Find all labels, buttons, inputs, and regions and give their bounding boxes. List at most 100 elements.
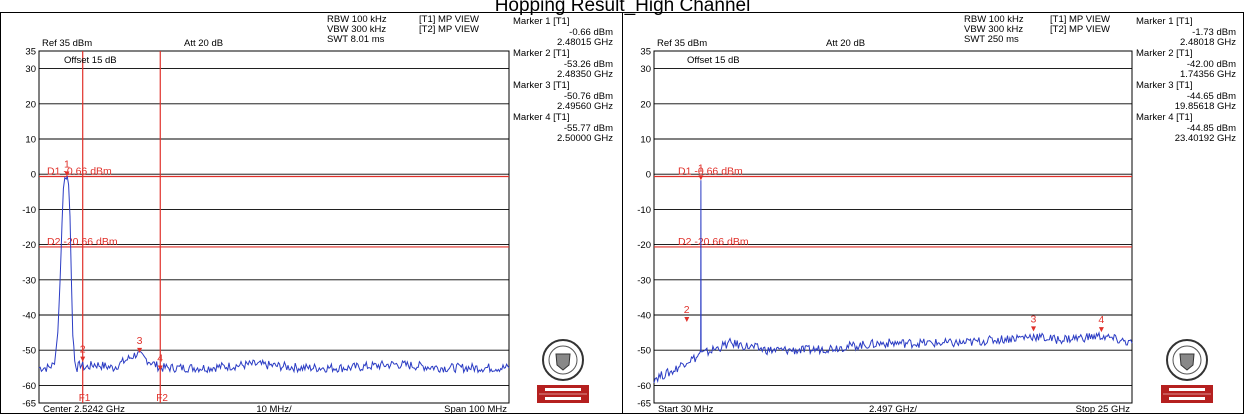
- marker-1-number: 1: [64, 159, 70, 171]
- trace2-view: [T2] MP VIEW: [1050, 24, 1110, 35]
- marker-4-number: 4: [157, 353, 163, 365]
- marker-info-level: -55.77 dBm: [564, 123, 613, 134]
- marker-info-level: -53.26 dBm: [564, 59, 613, 70]
- y-tick-label: 10: [25, 135, 36, 146]
- marker-info-label: Marker 2 [T1]: [513, 48, 570, 59]
- logo-band-lettering-bottom: [1169, 397, 1205, 400]
- y-tick-label: -10: [22, 205, 36, 216]
- figure-divider: [622, 12, 623, 414]
- marker-info-frequency: 2.48350 GHz: [557, 69, 613, 80]
- marker-3-number: 3: [1031, 313, 1037, 325]
- y-tick-label: 10: [640, 135, 651, 146]
- logo-band-lettering-top: [1169, 388, 1205, 391]
- y-tick-label: 35: [25, 47, 36, 58]
- marker-2-point: [80, 356, 86, 362]
- footer-start-center: Start 30 MHz: [658, 404, 714, 413]
- marker-3-number: 3: [137, 335, 143, 347]
- marker-info-label: Marker 2 [T1]: [1136, 48, 1193, 59]
- swt-setting: SWT 250 ms: [964, 34, 1019, 45]
- marker-info-level: -50.76 dBm: [564, 91, 613, 102]
- marker-info-label: Marker 4 [T1]: [513, 112, 570, 123]
- marker-info-frequency: 2.48015 GHz: [557, 37, 613, 48]
- logo-seal-inner: [1172, 345, 1202, 375]
- footer-span-stop: Stop 25 GHz: [1076, 404, 1131, 413]
- marker-info-label: Marker 3 [T1]: [513, 80, 570, 91]
- marker-4-point: [157, 365, 163, 371]
- y-tick-label: -20: [637, 240, 651, 251]
- y-tick-label: 0: [646, 170, 651, 181]
- plot-frame: [38, 50, 510, 404]
- marker-info-frequency: 19.85618 GHz: [1175, 101, 1237, 112]
- logo-seal-inner: [548, 345, 578, 375]
- marker-2-number: 2: [80, 344, 86, 356]
- display-line-label: D1 -0.66 dBm: [47, 166, 112, 178]
- page-title: Hopping Result_High Channel: [494, 0, 751, 16]
- y-tick-label: -40: [637, 311, 651, 322]
- marker-4-number: 4: [1098, 314, 1104, 326]
- marker-1-point: [698, 175, 704, 181]
- y-tick-label: 20: [640, 99, 651, 110]
- marker-info-frequency: 1.74356 GHz: [1180, 69, 1236, 80]
- swt-setting: SWT 8.01 ms: [327, 34, 385, 45]
- marker-info-label: Marker 3 [T1]: [1136, 80, 1193, 91]
- offset-label: Offset 15 dB: [687, 55, 740, 66]
- marker-info-label: Marker 4 [T1]: [1136, 112, 1193, 123]
- y-tick-label: 30: [25, 64, 36, 75]
- marker-3-point: [1031, 326, 1037, 332]
- display-line-label: D1 -0.66 dBm: [678, 166, 743, 178]
- y-tick-label: -60: [22, 381, 36, 392]
- trace1-view: [T1] MP VIEW: [1050, 14, 1110, 25]
- footer-start-center: Center 2.5242 GHz: [43, 404, 125, 413]
- y-tick-label: -60: [637, 381, 651, 392]
- trace-line: [38, 175, 510, 374]
- marker-info-level: -44.85 dBm: [1187, 123, 1236, 134]
- y-tick-label: -30: [22, 275, 36, 286]
- trace-line: [653, 180, 1133, 384]
- y-tick-label: -50: [637, 346, 651, 357]
- y-tick-label: -20: [22, 240, 36, 251]
- y-tick-label: -65: [22, 399, 36, 410]
- y-tick-label: -65: [637, 399, 651, 410]
- bureau-veritas-logo: [537, 339, 589, 403]
- y-tick-label: 0: [31, 170, 36, 181]
- marker-info-level: -44.65 dBm: [1187, 91, 1236, 102]
- y-tick-label: -50: [22, 346, 36, 357]
- marker-2-point: [684, 317, 690, 323]
- attenuation: Att 20 dB: [826, 38, 865, 49]
- spectrum-panel-left: 35 30 20 10 0 -10 -20 -30 -40 -50 -60 -65 D1 -0.66 d…: [1, 13, 621, 415]
- logo-shield-icon: [555, 353, 571, 371]
- marker-info-level: -0.66 dBm: [569, 27, 613, 38]
- logo-band-lettering-top: [545, 388, 581, 391]
- marker-1-number: 1: [698, 162, 704, 174]
- marker-info-label: Marker 1 [T1]: [513, 16, 570, 27]
- trace1-view: [T1] MP VIEW: [419, 14, 479, 25]
- footer-span-stop: Span 100 MHz: [444, 404, 507, 413]
- y-tick-label: -10: [637, 205, 651, 216]
- footer-division: 10 MHz/: [256, 404, 292, 413]
- frequency-line-label: F2: [156, 393, 168, 404]
- footer-division: 2.497 GHz/: [869, 404, 917, 413]
- marker-1-point: [64, 171, 70, 177]
- spectrum-panel-right: 35 30 20 10 0 -10 -20 -30 -40 -50 -60 -65 D1 -0.66 d…: [624, 13, 1244, 415]
- y-tick-label: 20: [25, 99, 36, 110]
- spectrum-chart-left: 35 30 20 10 0 -10 -20 -30 -40 -50 -60 -65 D1 -0.66 d…: [22, 14, 613, 415]
- attenuation: Att 20 dB: [184, 38, 223, 49]
- marker-info-level: -1.73 dBm: [1192, 27, 1236, 38]
- marker-info-frequency: 2.49560 GHz: [557, 101, 613, 112]
- y-tick-label: 30: [640, 64, 651, 75]
- spectrum-chart-right: 35 30 20 10 0 -10 -20 -30 -40 -50 -60 -65 D1 -0.66 d…: [637, 14, 1237, 415]
- marker-info-label: Marker 1 [T1]: [1136, 16, 1193, 27]
- bureau-veritas-logo: [1161, 339, 1213, 403]
- y-tick-label: -30: [637, 275, 651, 286]
- marker-info-frequency: 23.40192 GHz: [1175, 133, 1237, 144]
- rbw-setting: RBW 100 kHz: [327, 14, 387, 25]
- y-tick-label: 35: [640, 47, 651, 58]
- rbw-setting: RBW 100 kHz: [964, 14, 1024, 25]
- marker-info-frequency: 2.48018 GHz: [1180, 37, 1236, 48]
- display-line-label: D2 -20.66 dBm: [678, 236, 749, 248]
- logo-shield-icon: [1179, 353, 1195, 371]
- vbw-setting: VBW 300 kHz: [327, 24, 386, 35]
- marker-3-point: [137, 347, 143, 353]
- ref-level: Ref 35 dBm: [657, 38, 707, 49]
- offset-label: Offset 15 dB: [64, 55, 117, 66]
